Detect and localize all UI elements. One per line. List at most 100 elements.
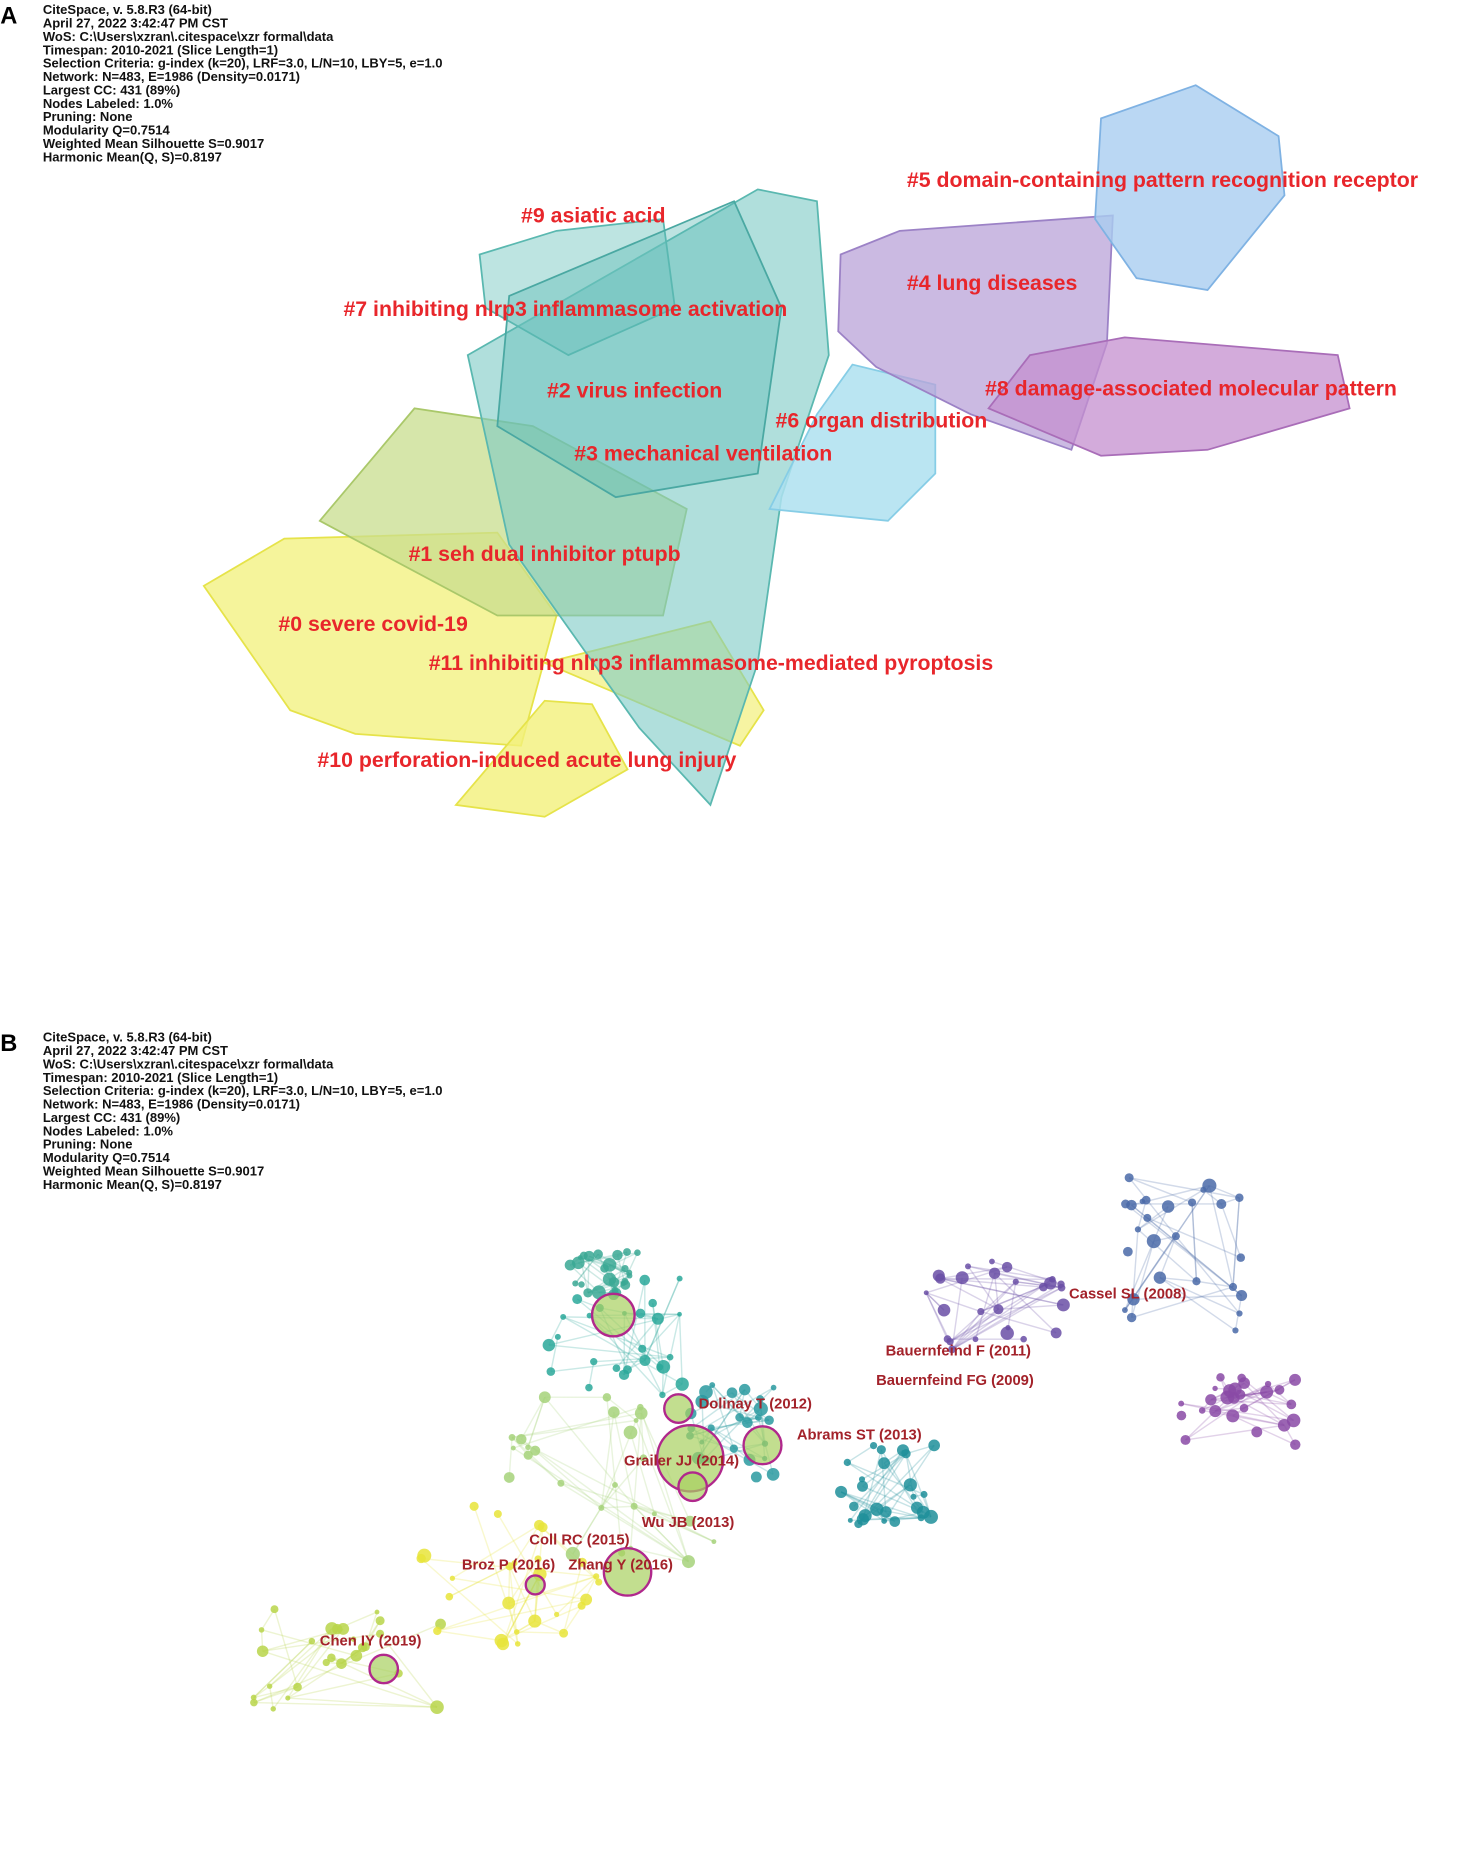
edge: [926, 1292, 982, 1313]
node: [270, 1605, 279, 1614]
cluster-hulls: [202, 84, 1351, 818]
cluster-label: #5 domain-containing pattern recognition…: [907, 168, 1418, 192]
node: [623, 1425, 638, 1440]
node: [525, 1444, 531, 1451]
node: [920, 1490, 928, 1498]
edge: [508, 1566, 536, 1622]
node: [523, 1450, 533, 1460]
edge: [452, 1524, 540, 1579]
info-line: Nodes Labeled: 1.0%: [43, 96, 174, 111]
node: [572, 1256, 585, 1270]
edge: [623, 1279, 646, 1375]
node: [554, 1333, 561, 1340]
node: [1286, 1399, 1297, 1410]
node: [1236, 1289, 1248, 1302]
node: [630, 1502, 638, 1510]
node: [937, 1303, 951, 1317]
node: [1000, 1326, 1014, 1340]
node: [514, 1641, 521, 1647]
node: [368, 1653, 400, 1685]
hull: [496, 200, 783, 499]
edge: [253, 1686, 298, 1704]
node: [1127, 1293, 1140, 1306]
node: [1001, 1261, 1013, 1273]
node: [1239, 1403, 1249, 1413]
node: [612, 1249, 623, 1261]
node: [1232, 1327, 1239, 1334]
edge: [633, 1505, 655, 1515]
node: [935, 1273, 946, 1284]
node: [764, 1415, 774, 1425]
node: [528, 1614, 542, 1628]
node: [1123, 1246, 1133, 1257]
node: [524, 1574, 546, 1596]
info-line: Largest CC: 431 (89%): [43, 82, 180, 97]
edge: [862, 1453, 907, 1520]
hull: [478, 218, 676, 357]
cluster-label: #0 severe covid-19: [278, 612, 468, 636]
cluster-label: #1 seh dual inhibitor ptupb: [409, 542, 681, 566]
edge: [678, 1314, 683, 1385]
node: [608, 1406, 620, 1418]
node: [857, 1480, 869, 1492]
edge: [1208, 1185, 1234, 1288]
node: [623, 1248, 631, 1256]
info-line: Harmonic Mean(Q, S)=0.8197: [43, 149, 222, 164]
node: [766, 1468, 780, 1481]
edge: [1128, 1177, 1193, 1204]
edge: [980, 1282, 1051, 1313]
edge: [508, 1437, 513, 1478]
node: [659, 1391, 666, 1399]
edge: [513, 1406, 641, 1449]
edge: [572, 1484, 616, 1555]
edge: [710, 1427, 750, 1461]
node: [577, 1557, 587, 1567]
node: [595, 1578, 603, 1586]
node: [578, 1281, 585, 1288]
edge: [502, 1526, 544, 1645]
edge: [651, 1302, 665, 1367]
edge: [1241, 1377, 1295, 1421]
edge: [998, 1304, 1064, 1311]
node: [633, 1418, 639, 1423]
node-label: Cassel SL (2008): [1069, 1286, 1186, 1302]
node: [677, 1471, 709, 1503]
node: [374, 1609, 380, 1615]
node: [1143, 1213, 1152, 1222]
node: [1216, 1373, 1225, 1382]
node-label: Coll RC (2015): [529, 1533, 629, 1549]
node: [577, 1601, 586, 1610]
edge: [690, 1392, 733, 1415]
node: [602, 1547, 653, 1597]
edge: [587, 1256, 590, 1293]
node: [948, 1345, 956, 1354]
node: [1289, 1373, 1301, 1386]
edge: [513, 1524, 540, 1564]
node: [1286, 1413, 1301, 1428]
node: [336, 1658, 347, 1669]
hull: [454, 699, 629, 818]
info-line: CiteSpace, v. 5.8.R3 (64-bit): [43, 1030, 212, 1045]
node: [1205, 1394, 1217, 1406]
node: [1236, 1310, 1243, 1317]
edge: [1147, 1217, 1242, 1259]
edge: [544, 1396, 635, 1507]
edge: [452, 1577, 587, 1601]
node: [1176, 1410, 1187, 1421]
edge: [980, 1310, 1057, 1334]
node: [1236, 1253, 1246, 1262]
node: [250, 1698, 258, 1707]
edge: [511, 1436, 562, 1484]
node: [618, 1369, 630, 1380]
node: [835, 1485, 848, 1498]
edge: [508, 1602, 519, 1645]
node-label: Grailer JJ (2014): [624, 1453, 739, 1469]
node: [449, 1575, 456, 1581]
node: [666, 1353, 674, 1361]
node: [416, 1553, 426, 1564]
node: [663, 1393, 694, 1424]
node: [445, 1592, 454, 1601]
edge: [253, 1640, 313, 1699]
edge: [273, 1609, 299, 1688]
edge: [560, 1482, 689, 1563]
